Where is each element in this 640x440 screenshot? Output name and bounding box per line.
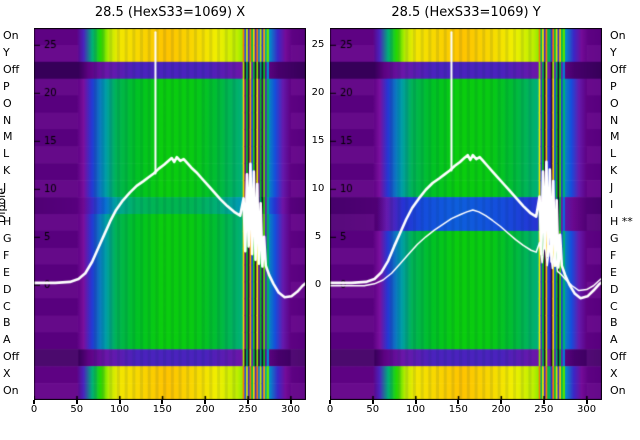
x-tick-label: 150 bbox=[448, 404, 468, 415]
x-tick-mark bbox=[414, 400, 417, 404]
row-label: Off bbox=[610, 350, 627, 364]
row-label: B bbox=[3, 316, 11, 330]
heatmap-left bbox=[34, 28, 306, 400]
row-label: C bbox=[610, 299, 618, 313]
row-label: P bbox=[610, 79, 617, 93]
y-tick-label: 0 bbox=[314, 278, 322, 290]
x-tick-mark bbox=[75, 400, 78, 404]
row-label: J bbox=[3, 181, 7, 195]
row-label: A bbox=[610, 333, 618, 347]
row-label: X bbox=[3, 367, 11, 381]
row-label: K bbox=[3, 164, 11, 178]
row-label: B bbox=[610, 316, 618, 330]
x-tick-mark bbox=[161, 400, 164, 404]
row-label: E bbox=[3, 265, 10, 279]
row-label: D bbox=[3, 282, 12, 296]
x-tick-label: 50 bbox=[70, 404, 84, 415]
row-label: N bbox=[610, 113, 619, 127]
row-label: Y bbox=[3, 45, 10, 59]
heatmap-right bbox=[330, 28, 602, 400]
y-tick-label: 10 bbox=[311, 182, 325, 194]
row-label: I bbox=[3, 198, 7, 212]
row-label: G bbox=[3, 231, 12, 245]
row-label: M bbox=[610, 130, 620, 144]
row-label: G bbox=[610, 231, 619, 245]
x-tick-label: 100 bbox=[405, 404, 426, 415]
row-label: I bbox=[610, 198, 614, 212]
row-label: X bbox=[610, 367, 618, 381]
y-tick-label: 5 bbox=[314, 230, 322, 242]
row-label: E bbox=[610, 265, 617, 279]
row-label: C bbox=[3, 299, 11, 313]
x-tick-mark bbox=[329, 400, 331, 404]
x-tick-label: 300 bbox=[281, 404, 301, 415]
x-tick-mark bbox=[118, 400, 121, 404]
row-label: J bbox=[610, 181, 614, 195]
row-label: Off bbox=[3, 62, 20, 76]
x-tick-label: 250 bbox=[238, 404, 258, 415]
row-label: M bbox=[3, 130, 13, 144]
row-label: L bbox=[610, 147, 617, 161]
row-label: H bbox=[3, 214, 12, 228]
x-tick-mark bbox=[542, 400, 545, 404]
x-tick-label: 50 bbox=[366, 404, 380, 415]
x-tick-label: 200 bbox=[195, 404, 215, 415]
row-label: F bbox=[610, 248, 617, 262]
row-label: H ** bbox=[610, 214, 633, 228]
x-tick-mark bbox=[585, 400, 588, 404]
y-tick-label: 15 bbox=[311, 134, 325, 146]
row-label: N bbox=[3, 113, 12, 127]
x-tick-label: 0 bbox=[326, 404, 334, 415]
row-label: Off bbox=[3, 350, 20, 364]
row-label: F bbox=[3, 248, 10, 262]
x-tick-label: 200 bbox=[491, 404, 511, 415]
row-labels-right: On Y Off P O N M L K J I H ** G F E D C B A Off X On bbox=[606, 28, 640, 400]
x-tick-label: 100 bbox=[109, 404, 130, 415]
row-label: K bbox=[610, 164, 618, 178]
row-label: O bbox=[610, 96, 619, 110]
x-tick-mark bbox=[289, 400, 292, 404]
row-label: D bbox=[610, 282, 619, 296]
x-tick-mark bbox=[204, 400, 207, 404]
x-tick-mark bbox=[371, 400, 374, 404]
row-label: Off bbox=[610, 62, 627, 76]
row-label: L bbox=[3, 147, 10, 161]
x-tick-mark bbox=[500, 400, 503, 404]
x-tick-mark bbox=[457, 400, 460, 404]
x-tick-mark bbox=[246, 400, 249, 404]
row-label: Y bbox=[610, 45, 617, 59]
plot-title-right: 28.5 (HexS33=1069) Y bbox=[391, 5, 541, 20]
row-label: On bbox=[3, 29, 19, 42]
x-tick-label: 300 bbox=[577, 404, 597, 415]
row-label: On bbox=[610, 384, 626, 398]
x-tick-label: 250 bbox=[534, 404, 554, 415]
row-label: O bbox=[3, 96, 12, 110]
y-tick-label: 20 bbox=[311, 86, 325, 98]
x-tick-mark bbox=[33, 400, 35, 404]
plot-title-left: 28.5 (HexS33=1069) X bbox=[94, 5, 246, 20]
row-label: On bbox=[610, 29, 626, 42]
row-labels-left: On Y Off P O N M L K J I H G F E D C B A Off X On bbox=[0, 28, 36, 400]
row-label: On bbox=[3, 384, 19, 398]
row-label: A bbox=[3, 333, 11, 347]
y-tick-label: 25 bbox=[311, 38, 325, 50]
x-tick-label: 150 bbox=[152, 404, 172, 415]
x-tick-label: 0 bbox=[30, 404, 38, 415]
row-label: P bbox=[3, 79, 10, 93]
